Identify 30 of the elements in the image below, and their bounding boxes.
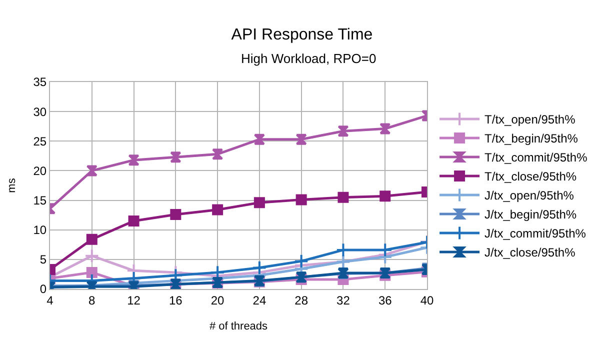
- legend-label: J/tx_begin/95th%: [484, 208, 577, 222]
- y-tick-label: 35: [33, 75, 47, 90]
- legend-label: J/tx_close/95th%: [484, 246, 576, 260]
- y-tick-label: 0: [40, 282, 47, 296]
- x-tick-label: 24: [252, 293, 266, 308]
- x-tick-label: 28: [294, 293, 308, 308]
- legend-label: J/tx_open/95th%: [484, 188, 574, 203]
- y-axis-title: ms: [6, 178, 18, 193]
- legend-label: J/tx_commit/95th%: [484, 226, 586, 241]
- legend-label: T/tx_close/95th%: [484, 170, 577, 184]
- x-tick-label: 20: [210, 293, 225, 308]
- x-axis-title: # of threads: [209, 320, 268, 333]
- legend-label: T/tx_open/95th%: [484, 112, 576, 127]
- y-tick-label: 30: [33, 104, 47, 119]
- chart-title: API Response Time: [231, 26, 373, 44]
- y-tick-label: 5: [40, 252, 47, 267]
- x-tick-label: 36: [378, 293, 392, 308]
- legend-label: T/tx_commit/95th%: [484, 150, 588, 165]
- x-tick-label: 12: [127, 293, 141, 308]
- legend-label: T/tx_begin/95th%: [484, 132, 578, 146]
- x-tick-label: 8: [88, 293, 96, 308]
- x-tick-label: 16: [168, 293, 183, 308]
- y-tick-label: 25: [33, 134, 47, 148]
- x-tick-label: 40: [420, 293, 434, 308]
- chart-subtitle: High Workload, RPO=0: [241, 51, 376, 66]
- y-tick-label: 15: [33, 193, 47, 208]
- y-tick-label: 10: [33, 223, 47, 238]
- y-tick-label: 20: [33, 164, 47, 178]
- x-tick-label: 4: [46, 293, 54, 308]
- x-tick-label: 32: [336, 293, 350, 308]
